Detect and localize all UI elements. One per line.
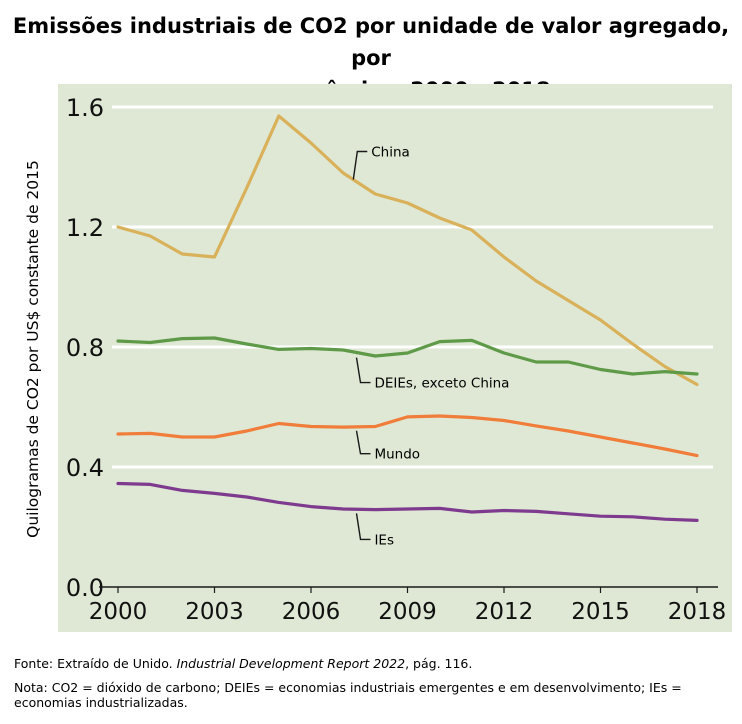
y-tick-label: 0.4 [66,454,104,482]
series-2 [116,336,699,376]
x-tick-label: 2009 [378,599,437,625]
series-line [116,481,699,522]
annotation-leader [355,430,371,455]
annotation-leader [355,357,371,384]
series-4 [116,481,699,522]
series-1 [116,114,699,387]
annotation-3: Mundo [355,430,420,463]
x-tick-label: 2018 [668,599,727,625]
source-title: Industrial Development Report 2022 [176,656,406,671]
plot-background [58,84,732,632]
annotation-leader [352,150,368,180]
y-axis-label: Quilogramas de CO2 por US$ constante de … [24,160,42,538]
annotation-2: DEIEs, exceto China [355,357,509,392]
annotation-leader [355,513,371,541]
chart-area: China DEIEs, exceto China Mundo IEs 0.0 0.4 0… [0,84,742,640]
annotation-4: IEs [355,513,394,548]
line-chart: China DEIEs, exceto China Mundo IEs 0.0 0.4 0… [24,84,732,632]
y-tick-label: 1.2 [66,214,104,242]
source-prefix: Fonte: Extraído de Unido. [14,656,177,671]
y-tick-label: 0.8 [66,334,104,362]
annotation-1: China [352,145,410,180]
annotation-label: DEIEs, exceto China [374,376,509,392]
annotation-label: China [371,145,410,161]
y-tick-label: 1.6 [66,94,104,122]
chart-footer: Fonte: Extraído de Unido. Industrial Dev… [14,656,729,710]
abbreviation-note: Nota: CO2 = dióxido de carbono; DEIEs = … [14,680,682,710]
series-line [116,114,699,387]
source-suffix: , pág. 116. [405,656,473,671]
annotation-label: IEs [374,532,394,548]
annotation-label: Mundo [374,447,420,463]
x-tick-label: 2012 [475,599,534,625]
y-tick-label: 0.0 [66,574,104,602]
x-tick-label: 2000 [89,599,148,625]
x-tick-label: 2003 [185,599,244,625]
x-tick-label: 2015 [571,599,630,625]
series-line [116,414,699,458]
series-3 [116,414,699,458]
x-tick-label: 2006 [282,599,341,625]
chart-title-line-1: Emissões industriais de CO2 por unidade … [12,14,730,70]
source-note: Fonte: Extraído de Unido. Industrial Dev… [14,656,729,671]
series-line [116,336,699,376]
